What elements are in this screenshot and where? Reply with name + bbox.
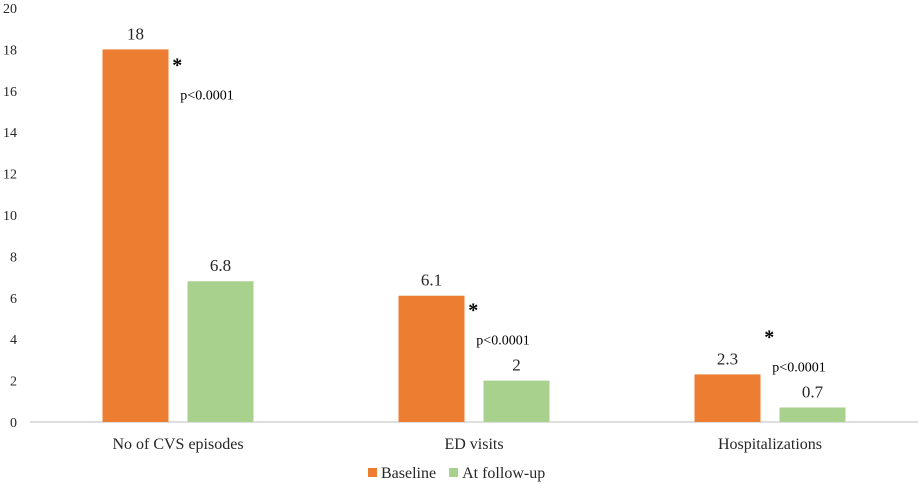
data-label: 2 — [512, 356, 521, 375]
y-tick-label: 10 — [3, 209, 17, 224]
category-labels: No of CVS episodes ED visits Hospitalizati… — [112, 436, 822, 453]
significance-star: * — [468, 300, 478, 322]
significance-star: * — [764, 327, 774, 349]
data-label: 2.3 — [717, 349, 738, 368]
legend-swatch — [449, 468, 459, 477]
legend-label: At follow-up — [462, 465, 545, 482]
annotations: * p<0.0001 * p<0.0001 * p<0.0001 — [172, 54, 825, 375]
y-tick-label: 0 — [10, 416, 17, 431]
significance-star: * — [172, 54, 182, 76]
y-tick-label: 12 — [3, 168, 17, 183]
bar-baseline — [102, 49, 169, 423]
y-tick-label: 6 — [10, 292, 17, 307]
p-value-label: p<0.0001 — [476, 334, 529, 349]
y-tick-label: 20 — [3, 2, 17, 17]
data-labels: 18 6.8 6.1 2 2.3 0.7 — [127, 24, 824, 401]
bar-follow-up — [483, 380, 550, 422]
category-label: ED visits — [444, 436, 503, 453]
y-tick-label: 8 — [10, 250, 17, 265]
p-value-label: p<0.0001 — [772, 361, 825, 376]
bar-follow-up — [779, 407, 846, 422]
data-label: 18 — [127, 24, 144, 43]
data-label: 6.1 — [421, 271, 442, 290]
p-value-label: p<0.0001 — [180, 88, 233, 103]
category-label: No of CVS episodes — [112, 436, 243, 453]
y-tick-label: 2 — [10, 375, 17, 390]
bar-baseline — [694, 374, 761, 422]
y-tick-label: 16 — [3, 85, 17, 100]
y-tick-label: 14 — [3, 126, 17, 141]
bars — [102, 49, 846, 423]
category-label: Hospitalizations — [718, 436, 822, 453]
legend-swatch — [368, 468, 377, 477]
y-axis: 0 2 4 6 8 10 12 14 16 18 20 — [3, 2, 17, 431]
legend: Baseline At follow-up — [368, 465, 545, 482]
bar-follow-up — [187, 281, 254, 422]
y-tick-label: 18 — [3, 43, 17, 58]
legend-label: Baseline — [381, 465, 436, 482]
bar-baseline — [398, 295, 465, 422]
data-label: 6.8 — [210, 256, 231, 275]
y-tick-label: 4 — [10, 333, 17, 348]
data-label: 0.7 — [802, 383, 824, 402]
